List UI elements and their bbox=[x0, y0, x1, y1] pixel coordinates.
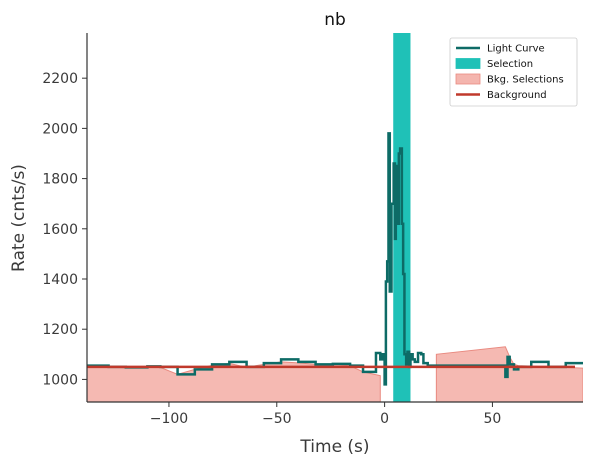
legend-box bbox=[449, 37, 578, 107]
x-tick-label: 50 bbox=[484, 411, 502, 427]
legend-label: Bkg. Selections bbox=[487, 75, 564, 86]
x-tick-label: 0 bbox=[380, 411, 389, 427]
legend-label: Background bbox=[487, 90, 547, 101]
x-axis-label: Time (s) bbox=[299, 437, 369, 457]
legend-label: Selection bbox=[487, 59, 533, 70]
legend-label: Light Curve bbox=[487, 44, 545, 55]
y-tick-label: 1600 bbox=[42, 222, 78, 238]
y-tick-label: 1000 bbox=[42, 372, 78, 388]
chart-title: nb bbox=[324, 10, 346, 30]
bkg-selection-region-2 bbox=[435, 346, 583, 402]
light-curve-line bbox=[87, 132, 583, 386]
legend: Light Curve Selection Bkg. Selections Backg… bbox=[449, 37, 578, 107]
legend-swatch bbox=[455, 58, 481, 69]
x-tick-label: −100 bbox=[150, 411, 188, 427]
y-tick-label: 2200 bbox=[42, 71, 78, 87]
legend-swatch bbox=[455, 73, 481, 85]
y-axis-label: Rate (cnts/s) bbox=[9, 164, 29, 272]
x-tick-label: −50 bbox=[262, 411, 292, 427]
y-tick-label: 1400 bbox=[42, 272, 78, 288]
axes: −100 −50 0 50 1000 1200 1400 1600 1800 2000 2200 bbox=[42, 33, 583, 427]
y-tick-label: 1200 bbox=[42, 322, 78, 338]
y-tick-label: 2000 bbox=[42, 121, 78, 137]
y-tick-label: 1800 bbox=[42, 172, 78, 188]
plot-area bbox=[87, 33, 583, 402]
